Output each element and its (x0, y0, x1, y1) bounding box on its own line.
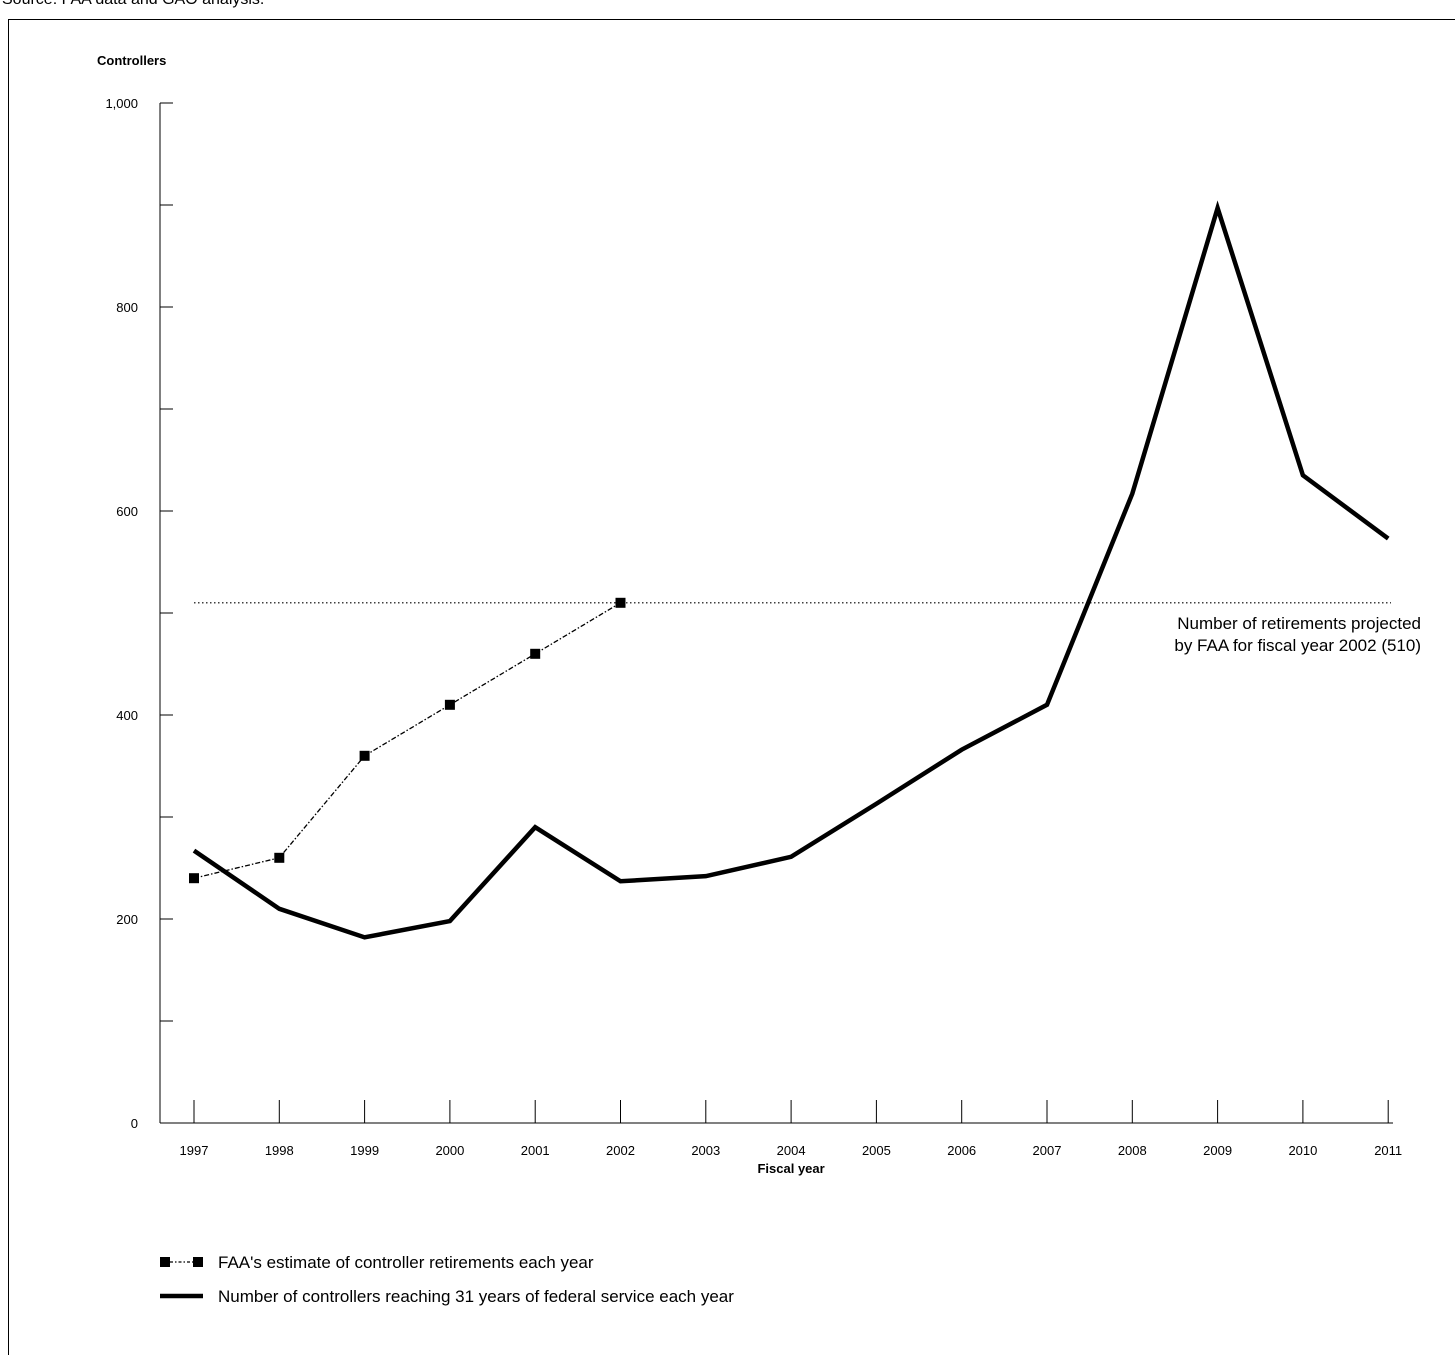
reference-line-group: Number of retirements projected by FAA fo… (194, 602, 1421, 655)
data-point-faa-estimate (530, 648, 541, 659)
y-tick-label: 1,000 (105, 96, 138, 111)
x-tick-label: 1997 (180, 1143, 209, 1158)
data-point-faa-estimate (274, 852, 285, 863)
legend-marker-faa-estimate (160, 1257, 170, 1267)
y-tick-label: 0 (131, 1116, 138, 1131)
legend: FAA's estimate of controller retirements… (160, 1253, 734, 1306)
y-tick-label: 800 (116, 300, 138, 315)
y-tick-label: 400 (116, 708, 138, 723)
x-tick-label: 2001 (521, 1143, 550, 1158)
x-tick-label: 2003 (691, 1143, 720, 1158)
series-line-faa-estimate (193, 602, 621, 879)
x-tick-label: 2005 (862, 1143, 891, 1158)
legend-label-31-years-service: Number of controllers reaching 31 years … (218, 1287, 734, 1306)
x-tick-label: 2008 (1118, 1143, 1147, 1158)
x-tick-label: 2009 (1203, 1143, 1232, 1158)
x-tick-label: 1998 (265, 1143, 294, 1158)
chart-frame (8, 19, 1455, 1355)
y-tick-label: 200 (116, 912, 138, 927)
x-tick-label: 2004 (777, 1143, 806, 1158)
series-layer (189, 200, 1390, 940)
data-point-faa-estimate (359, 750, 370, 761)
y-axis-title: Controllers (97, 53, 166, 68)
x-tick-label: 2011 (1374, 1143, 1402, 1158)
x-ticks: 1997 1998 1999 2000 2001 2002 2003 2004 2005 2006… (180, 1100, 1402, 1158)
legend-label-faa-estimate: FAA's estimate of controller retirements… (218, 1253, 594, 1272)
reference-line-label: by FAA for fiscal year 2002 (510) (1174, 636, 1421, 655)
data-point-faa-estimate (189, 873, 199, 884)
x-tick-label: 2006 (947, 1143, 976, 1158)
data-point-faa-estimate (444, 699, 455, 710)
series-line-31-years-service (192, 200, 1390, 940)
x-tick-label: 2007 (1033, 1143, 1062, 1158)
data-point-faa-estimate (615, 597, 626, 608)
x-tick-label: 2010 (1288, 1143, 1317, 1158)
top-caption: Source: FAA data and GAO analysis. (2, 0, 264, 9)
x-tick-label: 1999 (350, 1143, 379, 1158)
y-ticks: 0 200 400 600 800 1,000 (105, 96, 173, 1131)
x-axis-title: Fiscal year (757, 1161, 824, 1176)
legend-marker-faa-estimate (193, 1257, 203, 1267)
y-tick-label: 600 (116, 504, 138, 519)
x-tick-label: 2000 (435, 1143, 464, 1158)
reference-line-label: Number of retirements projected (1177, 614, 1421, 633)
x-tick-label: 2002 (606, 1143, 635, 1158)
